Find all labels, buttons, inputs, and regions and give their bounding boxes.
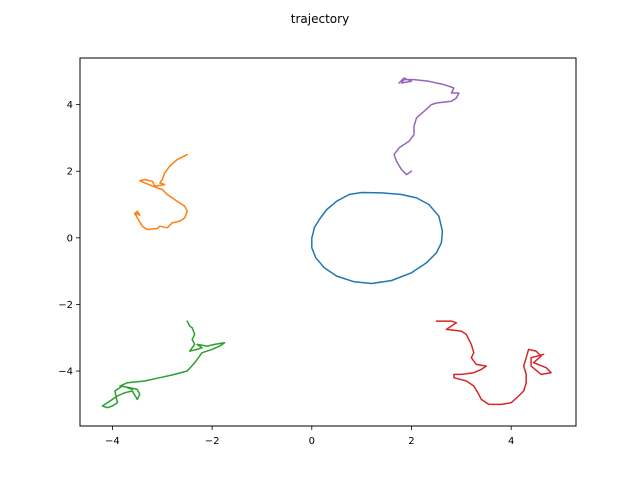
series-line-4: [393, 77, 460, 176]
y-tick-label: 0: [67, 233, 73, 244]
x-tick-label: 4: [508, 436, 514, 447]
series-line-3: [435, 320, 552, 406]
plot-frame: [79, 57, 577, 427]
series-layer: [101, 77, 552, 409]
x-tick-label: −2: [205, 436, 220, 447]
chart-title: trajectory: [291, 12, 349, 26]
series-line-1: [134, 153, 188, 231]
x-tick-label: −4: [105, 436, 120, 447]
y-tick-label: −2: [58, 300, 73, 311]
y-tick-label: 2: [67, 167, 73, 178]
x-tick-label: 0: [309, 436, 315, 447]
y-tick-label: −4: [58, 367, 73, 378]
y-tick-label: 4: [67, 100, 73, 111]
x-tick-label: 2: [408, 436, 414, 447]
series-line-2: [101, 320, 226, 409]
axis-layer: −4 −2 0 2 4 −4 −2 0 2 4: [58, 100, 514, 447]
series-line-0: [311, 191, 444, 285]
